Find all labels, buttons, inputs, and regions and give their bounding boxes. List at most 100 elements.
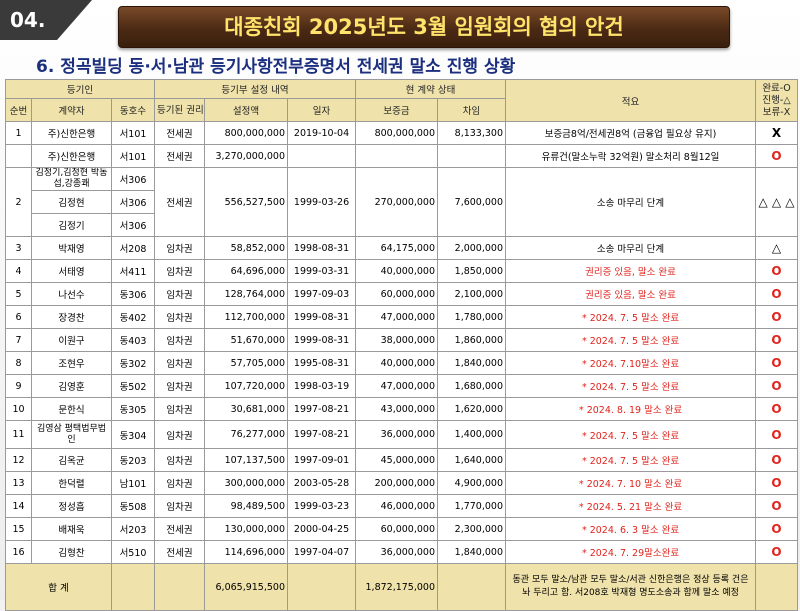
table-row: 12 김옥균 동203 임차권 107,137,500 1997-09-01 4… bbox=[5, 448, 799, 472]
table-row: 14 정성흠 동508 임차권 98,489,500 1999-03-23 46… bbox=[5, 494, 799, 518]
total-empty-rent bbox=[437, 563, 507, 611]
row-contractor: 김영훈 bbox=[31, 374, 112, 398]
row-deposit: 46,000,000 bbox=[355, 494, 439, 518]
row-note: 유류건(말소누락 32억원) 말소처리 8월12일 bbox=[505, 144, 757, 168]
row-right: 임차권 bbox=[154, 282, 206, 306]
row-deposit: 36,000,000 bbox=[355, 420, 439, 449]
table-row: 5 나선수 동306 임차권 128,764,000 1997-09-03 60… bbox=[5, 282, 799, 306]
row-status-mark: O bbox=[755, 328, 799, 352]
row-status-mark: O bbox=[755, 420, 799, 449]
row-amount: 107,137,500 bbox=[204, 448, 289, 472]
table-row: 15 배재욱 서203 전세권 130,000,000 2000-04-25 6… bbox=[5, 517, 799, 541]
table-row: 9 김영훈 동502 임차권 107,720,000 1998-03-19 47… bbox=[5, 374, 799, 398]
row-rent: 8,133,300 bbox=[437, 121, 507, 145]
header-amount: 설정액 bbox=[204, 98, 289, 122]
row-unit: 동403 bbox=[110, 328, 156, 352]
section-subtitle: 6. 정곡빌딩 동·서·남관 등기사항전부증명서 전세권 말소 진행 상황 bbox=[36, 57, 516, 77]
row-note: * 2024. 7. 5 말소 완료 bbox=[505, 374, 757, 398]
row-rent: 2,000,000 bbox=[437, 236, 507, 260]
row-status-mark: O bbox=[755, 494, 799, 518]
row-deposit: 38,000,000 bbox=[355, 328, 439, 352]
row-date: 1999-03-23 bbox=[287, 494, 357, 518]
row-status-mark: O bbox=[755, 305, 799, 329]
row-unit: 서101 bbox=[110, 121, 156, 145]
row-status-mark: O bbox=[755, 540, 799, 564]
row-right: 임차권 bbox=[154, 305, 206, 329]
header-deposit: 보증금 bbox=[355, 98, 439, 122]
row-deposit: 40,000,000 bbox=[355, 259, 439, 283]
status-legend-hold: 보류-X bbox=[762, 106, 791, 118]
row-unit: 동508 bbox=[110, 494, 156, 518]
row-rent bbox=[437, 144, 507, 168]
row-note: * 2024. 7. 29말소완료 bbox=[505, 540, 757, 564]
row-note: 보증금8억/전세권8억 (금융업 필요상 유지) bbox=[505, 121, 757, 145]
row-unit: 남101 bbox=[110, 471, 156, 495]
row-right: 임차권 bbox=[154, 471, 206, 495]
row-unit: 서306 bbox=[110, 167, 156, 191]
total-empty-date bbox=[287, 563, 357, 611]
row-number: 11 bbox=[5, 420, 32, 449]
row-rent: 7,600,000 bbox=[437, 167, 507, 237]
row-rent: 1,780,000 bbox=[437, 305, 507, 329]
row-date: 1999-03-26 bbox=[287, 167, 357, 237]
row-note: 소송 마무리 단계 bbox=[505, 236, 757, 260]
row-rent: 1,840,000 bbox=[437, 351, 507, 375]
row-date: 1998-03-19 bbox=[287, 374, 357, 398]
row-right: 임차권 bbox=[154, 494, 206, 518]
row-date: 1997-09-01 bbox=[287, 448, 357, 472]
row-date: 1999-03-31 bbox=[287, 259, 357, 283]
row-amount: 64,696,000 bbox=[204, 259, 289, 283]
row-contractor: 서태영 bbox=[31, 259, 112, 283]
row-amount: 130,000,000 bbox=[204, 517, 289, 541]
row-contractor: 김정기 bbox=[31, 213, 112, 237]
row-amount: 58,852,000 bbox=[204, 236, 289, 260]
header-right: 등기된 권리 bbox=[154, 98, 206, 122]
row-right: 임차권 bbox=[154, 351, 206, 375]
row-amount: 76,277,000 bbox=[204, 420, 289, 449]
header-contract: 현 계약 상태 bbox=[355, 79, 507, 99]
row-amount: 3,270,000,000 bbox=[204, 144, 289, 168]
row-note: * 2024. 8. 19 말소 완료 bbox=[505, 397, 757, 421]
row-deposit: 36,000,000 bbox=[355, 540, 439, 564]
row-unit: 동502 bbox=[110, 374, 156, 398]
table-row: 10 문한식 동305 임차권 30,681,000 1997-08-21 43… bbox=[5, 397, 799, 421]
status-legend-complete: 완료-O bbox=[762, 82, 791, 94]
row-rent: 4,900,000 bbox=[437, 471, 507, 495]
row-date: 1999-08-31 bbox=[287, 328, 357, 352]
row-contractor: 주)신한은행 bbox=[31, 121, 112, 145]
row-note: * 2024. 7. 5 말소 완료 bbox=[505, 328, 757, 352]
total-empty-right bbox=[154, 563, 206, 611]
total-amount: 6,065,915,500 bbox=[204, 563, 289, 611]
row-status-mark: O bbox=[755, 374, 799, 398]
row-amount: 98,489,500 bbox=[204, 494, 289, 518]
row-contractor: 김옥균 bbox=[31, 448, 112, 472]
row-rent: 1,640,000 bbox=[437, 448, 507, 472]
header-status: 완료-O 진행-△ 보류-X bbox=[755, 79, 799, 122]
row-note: * 2024. 6. 3 말소 완료 bbox=[505, 517, 757, 541]
row-number: 16 bbox=[5, 540, 32, 564]
header-row-group: 등기인 등기부 설정 내역 현 계약 상태 적요 완료-O 진행-△ 보류-X bbox=[4, 79, 799, 122]
row-contractor: 조현우 bbox=[31, 351, 112, 375]
page-title: 대종친회 2025년도 3월 임원회의 협의 안건 bbox=[118, 6, 730, 48]
row-date: 2019-10-04 bbox=[287, 121, 357, 145]
row-note: * 2024. 5. 21 말소 완료 bbox=[505, 494, 757, 518]
row-right: 전세권 bbox=[154, 517, 206, 541]
row-number bbox=[5, 144, 32, 168]
row-status-mark: O bbox=[755, 259, 799, 283]
row-note: 권리증 있음, 말소 완료 bbox=[505, 259, 757, 283]
table-row: 2 김정기,김정현 박동섭,강종쾌 서306 전세권 556,527,500 1… bbox=[5, 167, 799, 237]
row-amount: 112,700,000 bbox=[204, 305, 289, 329]
table-row: 주)신한은행 서101 전세권 3,270,000,000 유류건(말소누락 3… bbox=[5, 144, 799, 168]
row-number: 6 bbox=[5, 305, 32, 329]
row-rent: 1,850,000 bbox=[437, 259, 507, 283]
row-date: 1997-08-21 bbox=[287, 420, 357, 449]
row-number: 14 bbox=[5, 494, 32, 518]
header-no: 순번 bbox=[5, 98, 32, 122]
header-registry: 등기부 설정 내역 bbox=[154, 79, 357, 99]
row-status-mark: O bbox=[755, 282, 799, 306]
row-date: 2000-04-25 bbox=[287, 517, 357, 541]
row-contractor: 김형찬 bbox=[31, 540, 112, 564]
row-deposit: 45,000,000 bbox=[355, 448, 439, 472]
table-row: 13 한덕렬 남101 임차권 300,000,000 2003-05-28 2… bbox=[5, 471, 799, 495]
row-right: 임차권 bbox=[154, 328, 206, 352]
